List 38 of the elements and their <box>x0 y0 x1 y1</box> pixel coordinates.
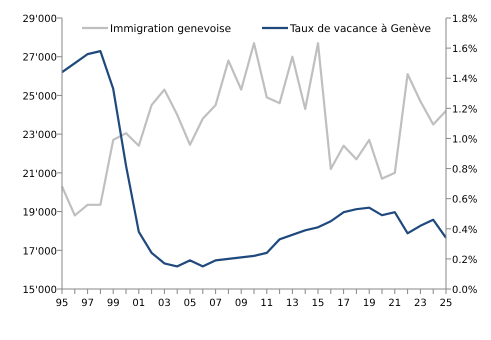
y2-tick-label: 1.6% <box>452 44 478 56</box>
y-tick-label: 17'000 <box>22 246 57 258</box>
x-tick-label: 17 <box>337 298 350 309</box>
y-tick-label: 15'000 <box>22 285 57 296</box>
y2-tick-label: 1.8% <box>452 14 478 25</box>
y2-tick-label: 0.0% <box>452 285 478 296</box>
x-tick-label: 05 <box>184 298 196 309</box>
y2-tick-label: 1.4% <box>452 74 478 86</box>
y-tick-label: 27'000 <box>22 52 57 64</box>
x-tick-label: 03 <box>158 298 171 309</box>
x-tick-label: 99 <box>106 298 120 309</box>
legend-label: Immigration genevoise <box>110 23 232 35</box>
y-tick-label: 23'000 <box>22 130 57 142</box>
y2-tick-label: 0.8% <box>452 164 478 176</box>
y-tick-label: 29'000 <box>22 14 57 25</box>
x-tick-label: 21 <box>388 298 402 309</box>
x-tick-label: 11 <box>260 298 274 309</box>
x-tick-label: 19 <box>362 298 376 309</box>
x-tick-label: 07 <box>209 298 222 309</box>
y-tick-label: 19'000 <box>22 208 57 219</box>
x-tick-label: 25 <box>440 298 452 309</box>
y2-tick-label: 0.6% <box>452 194 478 206</box>
x-tick-label: 97 <box>81 298 94 309</box>
y-tick-label: 25'000 <box>22 91 57 102</box>
y2-tick-label: 0.4% <box>452 224 478 236</box>
x-tick-label: 23 <box>414 298 427 309</box>
y2-tick-label: 1.2% <box>452 104 478 116</box>
x-tick-label: 15 <box>312 298 324 309</box>
line-series <box>60 50 448 268</box>
y-tick-label: 21'000 <box>22 168 57 180</box>
x-tick-label: 13 <box>286 298 299 309</box>
x-tick-label: 95 <box>56 298 68 309</box>
legend-label: Taux de vacance à Genève <box>289 23 432 35</box>
x-tick-label: 01 <box>132 298 146 309</box>
line-series <box>60 42 448 217</box>
y2-tick-label: 1.0% <box>452 134 478 146</box>
x-tick-label: 09 <box>234 298 248 309</box>
y2-tick-label: 0.2% <box>452 254 478 266</box>
